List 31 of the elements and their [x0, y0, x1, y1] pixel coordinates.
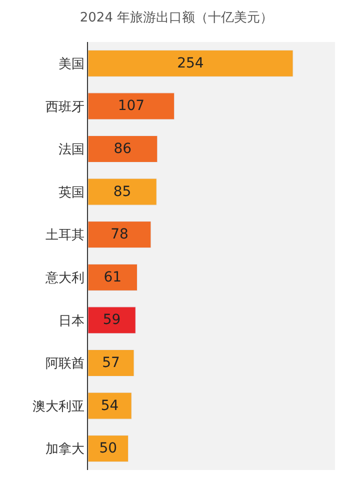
data-label: 86 — [114, 141, 132, 157]
data-label: 254 — [177, 55, 204, 72]
y-tick-label: 土耳其 — [45, 228, 84, 244]
bar — [88, 435, 129, 462]
data-label: 57 — [102, 355, 120, 371]
y-tick-label: 西班牙 — [45, 100, 84, 115]
data-label: 54 — [100, 398, 119, 414]
data-label: 85 — [113, 184, 132, 200]
y-tick-label: 美国 — [58, 56, 84, 72]
y-tick-label: 日本 — [58, 314, 84, 329]
y-tick-label: 阿联酋 — [45, 356, 84, 372]
bar — [88, 306, 136, 334]
y-tick-label: 加拿大 — [45, 442, 84, 458]
data-label: 61 — [104, 269, 122, 286]
y-tick-label: 英国 — [58, 185, 84, 200]
bar — [88, 135, 158, 163]
bar — [88, 178, 157, 206]
bar — [88, 392, 132, 420]
bar — [88, 264, 138, 291]
bar — [88, 92, 175, 120]
bar — [88, 349, 134, 377]
y-tick-label: 澳大利亚 — [32, 399, 84, 414]
bar — [88, 50, 294, 77]
data-label: 50 — [99, 440, 118, 457]
data-label: 78 — [110, 226, 128, 243]
data-label: 107 — [118, 98, 145, 114]
bar — [88, 221, 152, 248]
chart-title: 2024 年旅游出口额（十亿美元） — [80, 9, 274, 26]
y-tick-label: 意大利 — [44, 270, 84, 286]
data-label: 59 — [102, 312, 121, 328]
y-tick-label: 法国 — [58, 142, 84, 158]
